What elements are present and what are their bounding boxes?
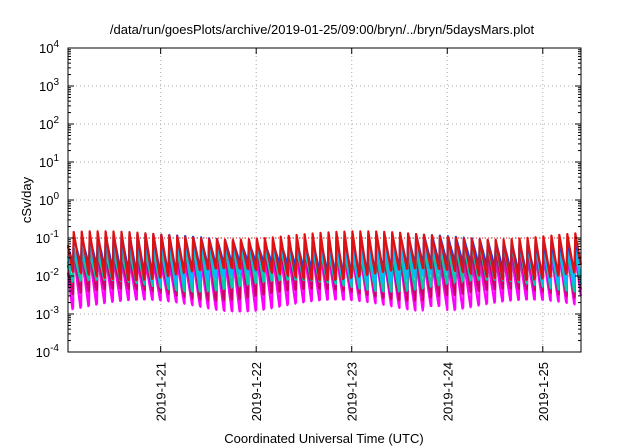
y-axis-label: cSv/day	[19, 176, 34, 223]
x-axis-label: Coordinated Universal Time (UTC)	[224, 431, 423, 446]
x-tick-label: 2019-1-22	[249, 362, 264, 421]
y-tick-label: 103	[39, 77, 59, 94]
y-tick-label: 104	[39, 39, 59, 56]
y-tick-label: 10-4	[36, 343, 60, 360]
y-axis: 104 103 102 101 100 10-1 10-2 10-3 10-4	[36, 39, 581, 360]
series-line-6	[66, 230, 582, 282]
chart-title: /data/run/goesPlots/archive/2019-01-25/0…	[110, 22, 535, 37]
x-axis: 2019-1-21 2019-1-22 2019-1-23 2019-1-24 2019…	[154, 48, 551, 421]
y-tick-label: 101	[39, 153, 59, 170]
series-group	[66, 230, 582, 313]
y-tick-label: 100	[39, 191, 59, 208]
y-tick-label: 10-2	[36, 267, 60, 284]
x-tick-label: 2019-1-23	[345, 362, 360, 421]
x-tick-label: 2019-1-25	[536, 362, 551, 421]
x-tick-label: 2019-1-21	[154, 362, 169, 421]
y-tick-label: 10-3	[36, 305, 60, 322]
y-tick-label: 102	[39, 115, 59, 132]
y-tick-label: 10-1	[36, 229, 60, 246]
x-tick-label: 2019-1-24	[440, 362, 455, 421]
grid	[68, 47, 581, 353]
